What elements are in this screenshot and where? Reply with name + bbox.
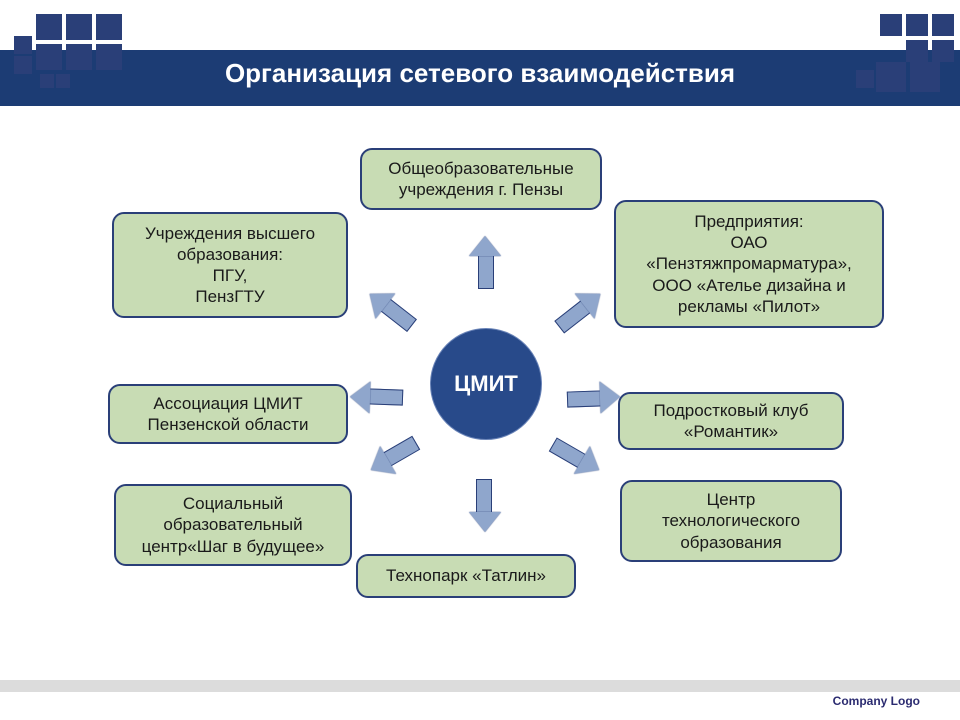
network-diagram: ЦМИТ Общеобразовательныеучреждения г. Пен… [0, 0, 960, 720]
node-bot: Технопарк «Татлин» [356, 554, 576, 598]
center-node: ЦМИТ [430, 328, 542, 440]
node-br: Центртехнологическогообразования [620, 480, 842, 562]
footer-band [0, 680, 960, 692]
node-tr: Предприятия:ОАО«Пензтяжпромарматура»,ООО… [614, 200, 884, 328]
node-mr: Подростковый клуб«Романтик» [618, 392, 844, 450]
node-bl: Социальныйобразовательныйцентр«Шаг в буд… [114, 484, 352, 566]
node-tl: Учреждения высшегообразования:ПГУ,ПензГТ… [112, 212, 348, 318]
footer-label: Company Logo [833, 694, 920, 708]
node-top: Общеобразовательныеучреждения г. Пензы [360, 148, 602, 210]
node-ml: Ассоциация ЦМИТПензенской области [108, 384, 348, 444]
